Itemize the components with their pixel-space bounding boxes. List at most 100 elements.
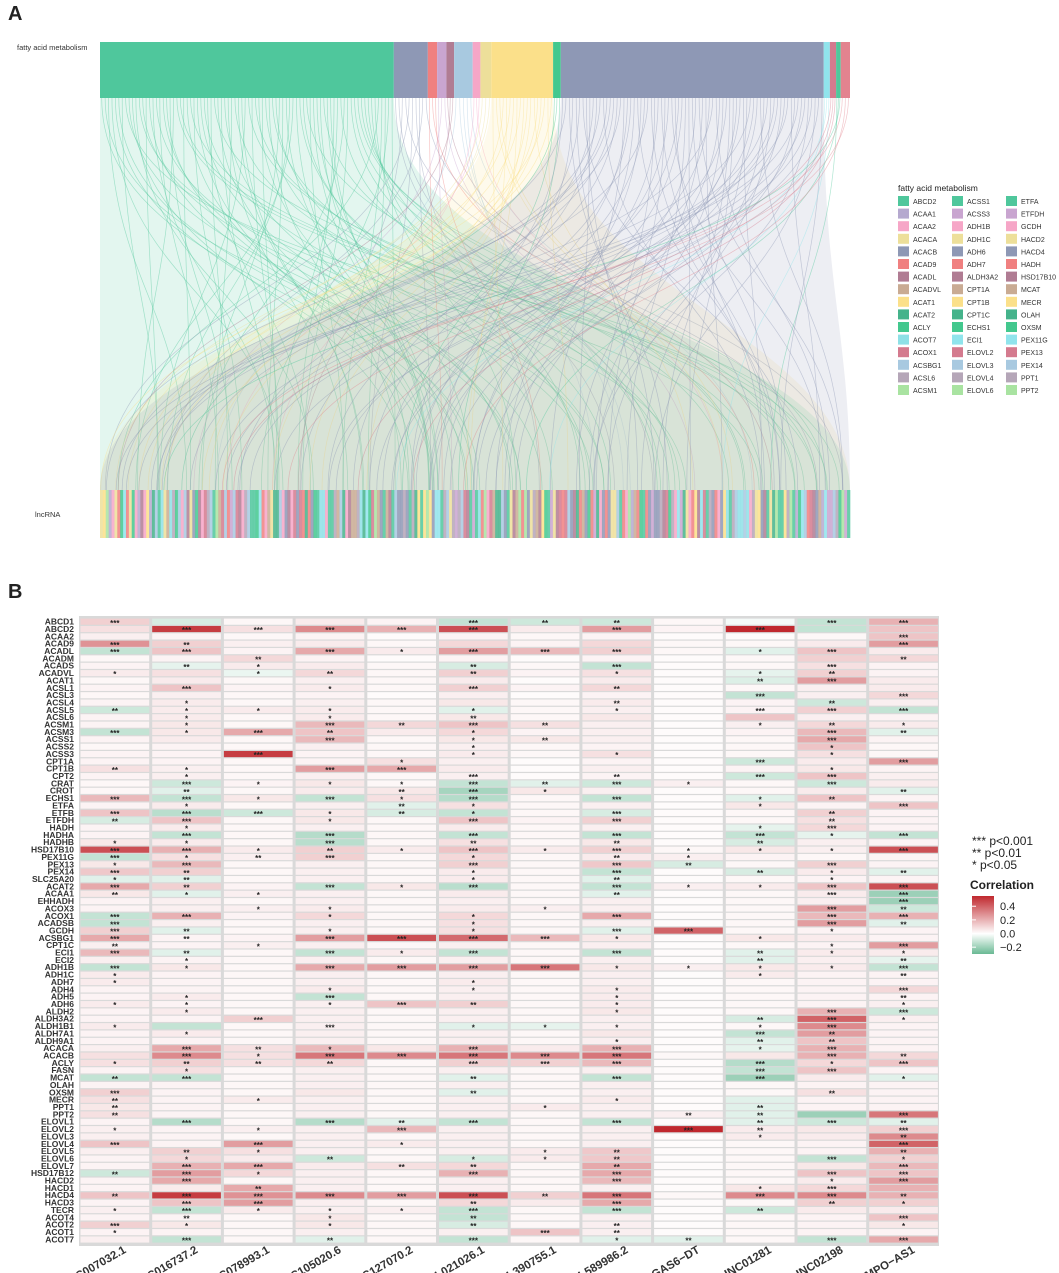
heat-cell [80, 905, 150, 912]
heat-cell [510, 1008, 580, 1015]
heat-cell [80, 1030, 150, 1037]
heat-cell [869, 670, 938, 677]
col-label-AC105020.6: AC105020.6 [282, 1244, 344, 1273]
bottom-stripe [573, 490, 577, 538]
heat-cell [510, 648, 580, 655]
ribbon-ACACB [138, 97, 751, 491]
heat-cell [367, 1067, 436, 1074]
heat-cell [223, 809, 293, 816]
heat-cell [439, 1052, 508, 1059]
heat-cell-star: ** [829, 1031, 836, 1040]
heat-cell [80, 684, 150, 691]
heat-cell-star: *** [827, 906, 837, 915]
row-label-ECHS1: ECHS1 [46, 793, 75, 803]
heat-cell [654, 1236, 723, 1243]
heat-cell-star: * [113, 670, 117, 679]
heat-cell-star: * [257, 670, 261, 679]
heat-cell [367, 1133, 436, 1140]
ribbon-ABCD2 [272, 97, 670, 491]
heat-cell [654, 853, 723, 861]
ribbon-ACACB [126, 97, 799, 491]
heat-cell [439, 1207, 508, 1214]
heat-cell [80, 1067, 150, 1074]
heat-cell [510, 839, 580, 846]
heat-cell [510, 736, 580, 743]
heat-cell [654, 912, 723, 919]
bottom-stripe [322, 490, 326, 538]
bottom-stripe [232, 490, 236, 538]
ribbon-ACACB [161, 97, 608, 491]
heat-cell [869, 890, 938, 897]
heat-cell [654, 1037, 723, 1044]
heat-cell-star: *** [899, 1126, 909, 1135]
heat-cell [654, 787, 723, 794]
heat-cell-star: * [615, 1038, 619, 1047]
heat-cell-star: ** [327, 1156, 334, 1165]
heat-cell-star: *** [827, 648, 837, 657]
legend-label-ABCD2: ABCD2 [913, 199, 936, 206]
sankey-ribbons [100, 97, 850, 491]
bottom-stripe [679, 490, 683, 538]
bottom-stripe [829, 490, 833, 538]
ribbon-ACACB [641, 97, 748, 491]
heat-cell [654, 1207, 723, 1214]
ribbon-ACAT1 [138, 97, 511, 491]
heat-cell [223, 655, 293, 662]
heat-cell [797, 648, 867, 655]
heat-cell [510, 1140, 580, 1147]
ribbon-ACACB [515, 97, 720, 491]
ribbon-ABCD2 [309, 97, 345, 491]
heat-cell [439, 802, 508, 809]
heat-cell [582, 817, 652, 824]
heat-cell [80, 971, 150, 978]
heat-cell-star: *** [755, 1192, 765, 1201]
heat-cell [725, 684, 795, 691]
heat-cell [797, 618, 867, 625]
heat-cell [295, 714, 365, 721]
heat-cell-star: ** [829, 1089, 836, 1098]
bottom-stripe [166, 490, 170, 538]
heat-cell [582, 824, 652, 831]
bottom-stripe [267, 490, 271, 538]
ribbon-ABCD2 [296, 97, 410, 491]
heat-cell [797, 795, 867, 802]
heat-cell [367, 1015, 436, 1022]
heat-cell [295, 728, 365, 736]
heat-cell-star: *** [469, 1119, 479, 1128]
heat-cell [725, 824, 795, 831]
heat-cell [152, 1140, 221, 1147]
row-label-ACSL6: ACSL6 [46, 712, 74, 722]
row-label-CRAT: CRAT [51, 778, 75, 788]
heat-cell [439, 1214, 508, 1221]
heat-cell-star: *** [612, 663, 622, 672]
heat-cell [439, 1045, 508, 1052]
heat-cell-star: *** [469, 964, 479, 973]
heat-cell [439, 1236, 508, 1243]
heat-cell-star: * [185, 839, 189, 848]
bottom-stripe [449, 490, 453, 538]
heat-cell [510, 1148, 580, 1155]
heat-cell-star: ** [900, 994, 907, 1003]
heat-cell-star: *** [397, 1126, 407, 1135]
heat-cell [367, 618, 436, 625]
heat-cell [295, 934, 365, 942]
bottom-stripe [844, 490, 848, 538]
heat-cell [295, 780, 365, 787]
heat-cell [797, 934, 867, 942]
ribbon-ACACB [504, 97, 635, 491]
heat-cell-star: ** [614, 1156, 621, 1165]
heat-cell [797, 1133, 867, 1140]
heat-cell [223, 1229, 293, 1236]
heat-cell-star: *** [182, 1200, 192, 1209]
bottom-stripe [685, 490, 689, 538]
heat-cell [654, 618, 723, 625]
heat-cell-star: *** [254, 751, 264, 760]
heat-cell [725, 1133, 795, 1140]
bottom-stripe [434, 490, 438, 538]
ribbon-ACACA [127, 97, 483, 491]
heat-cell [152, 868, 221, 875]
heat-cell [510, 721, 580, 728]
ribbon-ACSL6 [418, 97, 432, 491]
heat-cell-star: *** [612, 884, 622, 893]
sankey-top-stratum [100, 42, 850, 98]
